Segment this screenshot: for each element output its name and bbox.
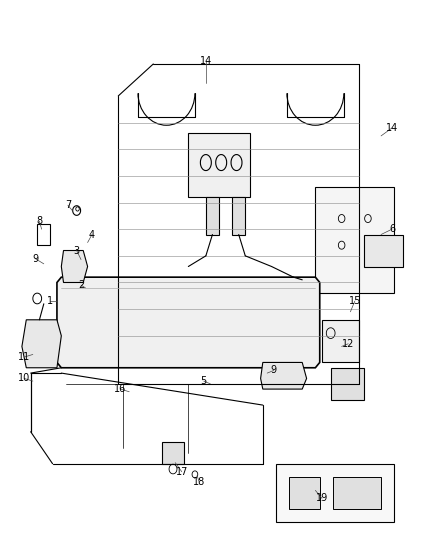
- PathPatch shape: [22, 320, 61, 368]
- Text: 17: 17: [176, 467, 188, 477]
- Text: 5: 5: [201, 376, 207, 386]
- Text: 9: 9: [271, 366, 277, 375]
- PathPatch shape: [364, 235, 403, 266]
- PathPatch shape: [322, 320, 359, 362]
- Text: 12: 12: [342, 339, 354, 349]
- PathPatch shape: [206, 197, 219, 235]
- PathPatch shape: [315, 187, 394, 293]
- PathPatch shape: [188, 133, 250, 197]
- Text: 10: 10: [18, 374, 30, 383]
- Text: 4: 4: [89, 230, 95, 239]
- PathPatch shape: [333, 477, 381, 509]
- Text: 7: 7: [65, 200, 71, 210]
- PathPatch shape: [331, 368, 364, 400]
- Text: 16: 16: [114, 384, 127, 394]
- Text: 3: 3: [74, 246, 80, 255]
- PathPatch shape: [289, 477, 320, 509]
- Text: 19: 19: [316, 494, 328, 503]
- Text: 15: 15: [349, 296, 361, 306]
- PathPatch shape: [57, 277, 320, 368]
- Text: 6: 6: [389, 224, 395, 234]
- Text: 14: 14: [200, 56, 212, 66]
- PathPatch shape: [232, 197, 245, 235]
- Text: 2: 2: [78, 280, 84, 290]
- Text: 14: 14: [386, 123, 398, 133]
- Text: 8: 8: [36, 216, 42, 226]
- PathPatch shape: [162, 442, 184, 464]
- PathPatch shape: [61, 251, 88, 282]
- PathPatch shape: [261, 362, 307, 389]
- Text: 9: 9: [32, 254, 38, 263]
- Text: 1: 1: [47, 296, 53, 306]
- PathPatch shape: [276, 464, 394, 522]
- Text: 11: 11: [18, 352, 30, 362]
- Text: 18: 18: [193, 478, 205, 487]
